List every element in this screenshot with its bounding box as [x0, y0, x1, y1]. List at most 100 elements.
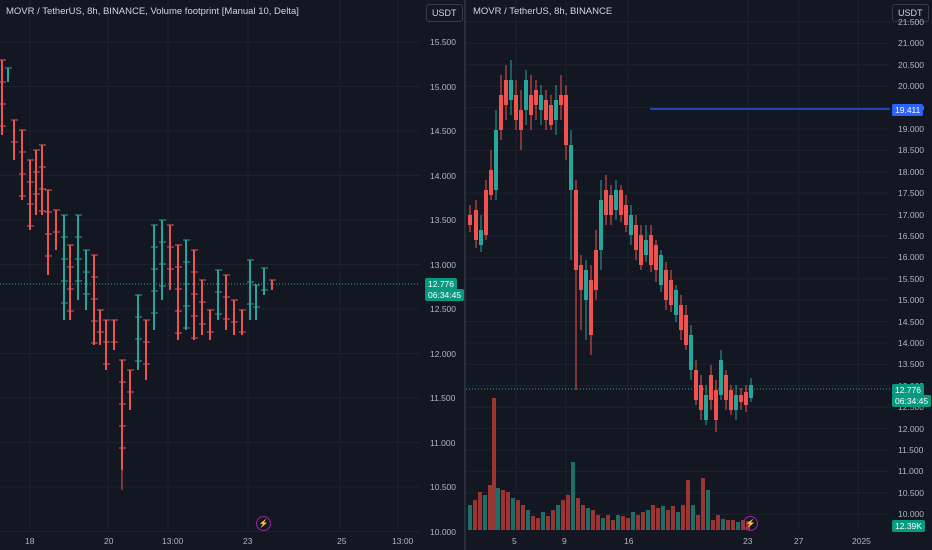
volume-bar — [711, 520, 715, 530]
right-price-label: 19.000 — [898, 124, 924, 134]
right-price-label: 14.500 — [898, 316, 924, 327]
candle-body — [504, 80, 508, 105]
candle-body — [619, 190, 623, 215]
candle-body — [589, 280, 593, 335]
candle-body — [554, 100, 558, 120]
candle-body — [654, 245, 658, 270]
left-currency-button[interactable]: USDT — [426, 4, 463, 22]
volume-bar — [701, 478, 705, 530]
volume-tag: 12.39K — [892, 520, 925, 532]
left-time-label: 18 — [25, 536, 35, 546]
candle-body — [634, 225, 638, 250]
volume-bar — [531, 516, 535, 530]
candle-body — [704, 395, 708, 420]
left-chart-canvas[interactable] — [0, 0, 464, 550]
volume-bar — [611, 520, 615, 530]
right-price-label: 17.000 — [898, 209, 924, 220]
right-price-label: 17.500 — [898, 188, 924, 199]
volume-bar — [566, 495, 570, 530]
candle-body — [564, 95, 568, 145]
candle-body — [604, 190, 608, 215]
left-price-label: 12.500 — [430, 304, 456, 314]
right-price-label: 15.000 — [898, 295, 924, 306]
candle-body — [579, 265, 583, 290]
right-price-label: 16.500 — [898, 231, 924, 241]
volume-bar — [641, 512, 645, 530]
lightning-icon[interactable]: ⚡ — [256, 516, 271, 531]
candle-body — [639, 235, 643, 265]
candle-body — [514, 95, 518, 120]
volume-bar — [661, 506, 665, 530]
right-price-label: 21.500 — [898, 17, 924, 27]
candle-body — [599, 200, 603, 250]
right-countdown-tag: 06:34:45 — [892, 395, 932, 407]
volume-bar — [521, 505, 525, 530]
volume-bar — [601, 518, 605, 530]
candle-body — [624, 205, 628, 225]
right-price-label: 12.000 — [898, 423, 924, 434]
volume-bar — [506, 492, 510, 530]
volume-bar — [551, 510, 555, 530]
left-time-label: 13:00 — [162, 536, 184, 546]
horizontal-line-price-tag: 19.411 — [892, 104, 924, 116]
right-price-label: 10.500 — [898, 487, 924, 498]
volume-bar — [646, 510, 650, 530]
volume-bar — [561, 500, 565, 530]
volume-bar — [636, 515, 640, 530]
candle-body — [699, 385, 703, 410]
volume-bar — [651, 505, 655, 530]
candle-body — [474, 210, 478, 240]
volume-bar — [671, 506, 675, 530]
right-price-label: 21.000 — [898, 38, 924, 49]
right-price-label: 12.500 — [898, 402, 924, 413]
left-time-label: 25 — [337, 536, 347, 546]
volume-bar — [666, 510, 670, 530]
volume-bar — [501, 490, 505, 530]
volume-bar — [546, 516, 550, 530]
candle-body — [719, 360, 723, 395]
volume-bar — [586, 508, 590, 530]
candle-body — [709, 375, 713, 400]
right-price-label: 13.500 — [898, 359, 924, 370]
candle-body — [509, 80, 513, 100]
volume-bar — [736, 522, 740, 530]
left-chart-title: MOVR / TetherUS, 8h, BINANCE, Volume foo… — [6, 6, 299, 17]
volume-bar — [576, 498, 580, 530]
candle-body — [749, 385, 753, 398]
lightning-icon[interactable]: ⚡ — [743, 516, 758, 531]
candle-body — [659, 255, 663, 285]
candle-body — [609, 195, 613, 215]
volume-bar — [571, 462, 575, 530]
left-chart-pane[interactable]: MOVR / TetherUS, 8h, BINANCE, Volume foo… — [0, 0, 465, 550]
volume-bar — [606, 515, 610, 530]
candle-body — [524, 80, 528, 110]
right-chart-canvas[interactable] — [466, 0, 932, 550]
right-currency-button[interactable]: USDT — [892, 4, 929, 22]
right-current-price-tag: 12.776 — [892, 384, 924, 396]
volume-bar — [681, 505, 685, 530]
volume-bar — [556, 505, 560, 530]
volume-bar — [626, 518, 630, 530]
right-price-label: 20.000 — [898, 81, 924, 92]
right-time-label: 23 — [743, 536, 753, 546]
right-chart-pane[interactable]: MOVR / TetherUS, 8h, BINANCE USDT 21.500… — [466, 0, 932, 550]
candle-body — [724, 375, 728, 400]
pane-divider[interactable] — [464, 0, 466, 550]
volume-bar — [706, 490, 710, 530]
volume-bar — [716, 515, 720, 530]
candle-body — [584, 270, 588, 300]
left-price-label: 15.000 — [430, 81, 456, 92]
right-price-label: 18.500 — [898, 145, 924, 156]
left-price-label: 11.000 — [430, 437, 456, 448]
candle-body — [669, 280, 673, 305]
left-time-label: 20 — [104, 536, 114, 546]
volume-bar — [731, 520, 735, 530]
right-time-label: 9 — [562, 536, 567, 546]
candle-body — [519, 110, 523, 130]
candle-body — [489, 170, 493, 195]
candle-body — [614, 190, 618, 210]
left-time-label: 13:00 — [392, 536, 414, 546]
left-price-label: 12.000 — [430, 348, 456, 359]
left-price-label: 13.000 — [430, 259, 456, 270]
left-price-label: 14.500 — [430, 126, 456, 136]
